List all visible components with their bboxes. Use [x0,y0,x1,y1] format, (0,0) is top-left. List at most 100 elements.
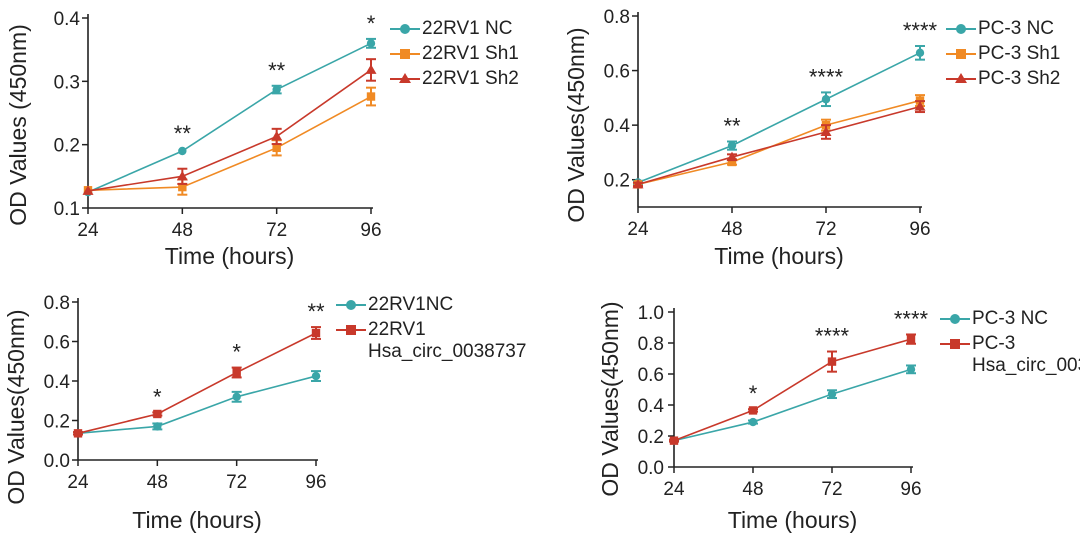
series-line [77,332,317,435]
legend-22rv1-knockdown: 22RV1 NC 22RV1 Sh1 22RV1 Sh2 [390,18,560,93]
legend-swatch [940,333,970,355]
series-line [637,52,921,184]
y-axis-title: OD Values(450nm) [3,309,29,504]
y-tick-label: 0.2 [638,427,664,448]
legend-label: PC-3 NC [978,18,1055,39]
legend-swatch-marker [346,325,356,335]
legend-label: 22RV1 Sh2 [422,68,519,89]
data-point [727,157,737,167]
y-tick-label: 0.3 [54,72,80,93]
data-point [366,92,376,101]
x-tick-label: 72 [226,472,247,493]
data-point [914,101,926,111]
data-point [748,406,758,415]
x-tick-label: 24 [67,472,89,493]
data-point [748,417,758,427]
y-tick-label: 0.1 [54,199,80,220]
x-tick-label: 72 [821,479,842,500]
legend-swatch [946,43,976,65]
x-axis-title: Time (hours) [132,507,262,533]
legend-swatch [946,18,976,40]
significance-label: ** [307,299,325,324]
x-tick-label: 48 [721,219,742,240]
x-axis-title: Time (hours) [714,243,844,269]
significance-label: **** [815,324,850,349]
legend-pc3-overexpression: PC-3 NC PC-3 Hsa_circ_0038737 [940,308,1080,380]
y-tick-label: 0.2 [54,136,80,157]
x-tick-label: 96 [305,472,326,493]
x-tick-label: 24 [77,220,99,241]
legend-swatch-marker [399,73,411,83]
legend-swatch-marker [346,300,356,310]
data-point [669,436,679,445]
data-point [153,422,162,431]
data-point [178,146,187,156]
chart-pc3-overexpression-plot: 0.0 0.2 0.4 0.6 0.8 1.0 24 48 72 96 Time (hours) OD… [597,301,929,533]
data-point [153,409,162,419]
significance-label: * [367,11,376,36]
legend-swatch [390,68,420,90]
data-point [178,182,187,192]
legend-swatch-marker [955,73,967,83]
data-point [726,151,738,162]
y-tick-label: 0.6 [638,365,664,386]
data-point [232,392,241,401]
legend-label: PC-3 Hsa_circ_0038737 [972,333,1080,376]
legend-swatch [940,308,970,330]
y-axis-title: OD Values(450nm) [563,27,589,222]
data-point [272,85,281,94]
y-axis-title: OD Values(450nm) [597,301,623,496]
data-point [365,64,377,74]
data-point [232,368,241,377]
legend-item: 22RV1 Sh1 [390,43,560,65]
x-tick-label: 96 [360,220,381,241]
series-line [637,99,921,186]
x-axis-title: Time (hours) [165,243,295,269]
legend-swatch-marker [950,314,960,324]
x-tick-label: 96 [909,219,930,240]
y-tick-label: 0.4 [54,9,81,30]
legend-item: 22RV1 NC [390,18,560,40]
legend-item: PC-3 Hsa_circ_0038737 [940,333,1080,377]
data-point [311,371,321,381]
y-tick-label: 0.6 [44,333,70,354]
legend-item: 22RV1 Sh2 [390,68,560,90]
x-tick-label: 72 [266,220,287,241]
significance-label: ** [723,114,741,139]
legend-swatch [336,294,366,316]
significance-label: ** [174,121,192,146]
x-tick-label: 48 [742,479,763,500]
legend-swatch-marker [956,24,966,34]
legend-swatch [390,18,420,40]
legend-swatch [336,319,366,341]
legend-22rv1-overexpression: 22RV1NC 22RV1 Hsa_circ_0038737 [336,294,558,366]
y-axis-title: OD Values (450nm) [5,24,31,226]
legend-swatch-marker [956,49,966,59]
significance-label: * [749,381,758,406]
legend-label: 22RV1 Sh1 [422,43,519,64]
y-tick-label: 0.8 [604,7,630,28]
x-axis-title: Time (hours) [728,507,858,533]
y-tick-label: 1.0 [638,303,664,324]
y-tick-label: 0.4 [638,396,665,417]
data-point [73,429,83,438]
legend-swatch-marker [400,49,410,59]
y-tick-label: 0.8 [638,334,664,355]
legend-swatch [946,68,976,90]
chart-pc3-knockdown: 0.2 0.4 0.6 0.8 24 48 72 96 Time (hours) OD Value… [560,0,1080,272]
legend-pc3-knockdown: PC-3 NC PC-3 Sh1 PC-3 Sh2 [946,18,1080,93]
series-line [673,338,912,442]
significance-label: **** [903,18,938,43]
chart-22rv1-overexpression-plot: 0.0 0.2 0.4 0.6 0.8 24 48 72 96 Time (hours) OD Va… [3,293,327,533]
significance-label: **** [809,64,844,89]
legend-label: PC-3 Sh1 [978,43,1061,64]
chart-pc3-overexpression: 0.0 0.2 0.4 0.6 0.8 1.0 24 48 72 96 Time (hours) OD… [560,272,1080,544]
data-point [311,328,321,338]
data-point [915,48,925,58]
chart-22rv1-knockdown-plot: 0.1 0.2 0.3 0.4 24 48 72 96 Time (hours) OD Value… [5,9,382,269]
data-point [272,143,281,153]
significance-label: * [232,340,241,365]
series-line [673,368,912,442]
legend-item: PC-3 Sh2 [946,68,1080,90]
data-point [82,185,94,195]
